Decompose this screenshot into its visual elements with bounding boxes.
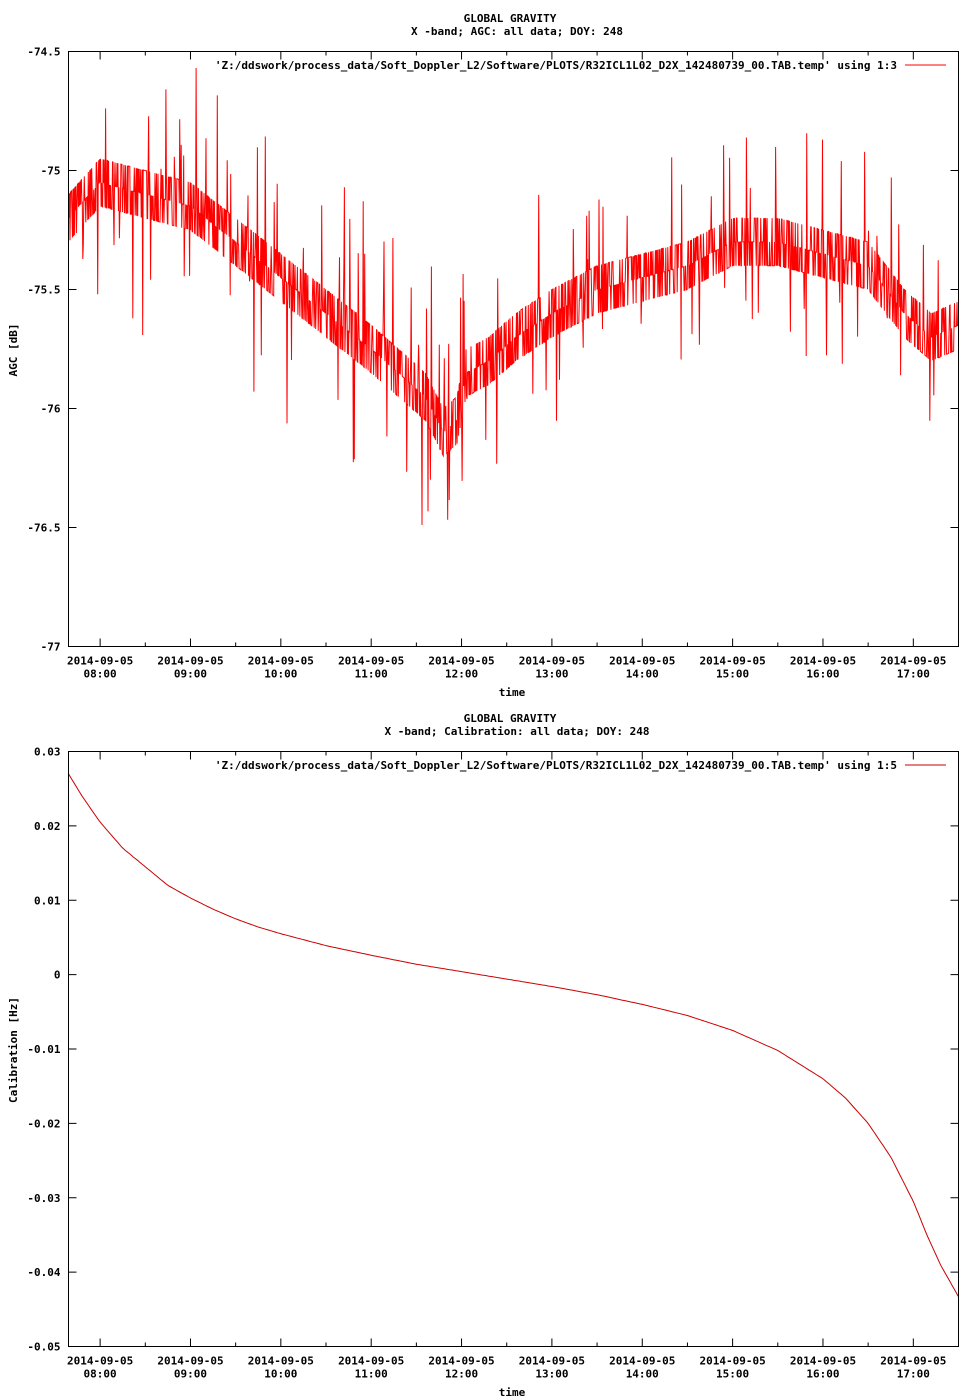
x-axis-label: time [499,1386,526,1399]
y-tick-label: 0.03 [34,746,61,759]
x-tick-label-date: 2014-09-05 [519,1355,585,1368]
x-tick-label-date: 2014-09-05 [428,655,494,668]
y-tick-label: 0 [54,969,61,982]
plot-frame [68,751,959,1347]
x-tick-label-time: 14:00 [626,668,659,681]
x-tick-label-time: 08:00 [84,668,117,681]
x-tick-label-time: 15:00 [716,1368,749,1381]
series-line [68,773,959,1297]
x-tick-label-date: 2014-09-05 [157,655,223,668]
y-tick-label: 0.01 [34,894,61,907]
chart-subtitle: X -band; Calibration: all data; DOY: 248 [385,725,650,738]
x-tick-label-date: 2014-09-05 [519,655,585,668]
x-tick-label-time: 09:00 [174,668,207,681]
legend-label: 'Z:/ddswork/process_data/Soft_Doppler_L2… [215,59,897,72]
x-tick-label-date: 2014-09-05 [157,1355,223,1368]
plot-area [68,67,959,526]
x-tick-label-date: 2014-09-05 [699,655,765,668]
x-tick-label-time: 12:00 [445,1368,478,1381]
y-tick-label: -0.04 [27,1266,60,1279]
x-tick-label-date: 2014-09-05 [880,655,946,668]
x-tick-label-time: 17:00 [897,668,930,681]
x-tick-label-date: 2014-09-05 [790,1355,856,1368]
x-tick-label-time: 13:00 [535,1368,568,1381]
y-axis-ticks: 0.03 0.02 0.01 0 -0.01 -0.02 -0.03 -0.04 -0.05 [27,746,959,1354]
x-tick-label-date: 2014-09-05 [248,1355,314,1368]
x-tick-label-date: 2014-09-05 [338,655,404,668]
x-tick-label-time: 08:00 [84,1368,117,1381]
series-line [68,67,959,526]
x-tick-label-time: 12:00 [445,668,478,681]
y-tick-label: -76.5 [27,522,60,535]
x-tick-label-date: 2014-09-05 [67,655,133,668]
y-axis-ticks: -74.5 -75 -75.5 -76 -76.5 -77 [27,46,959,654]
x-tick-label-date: 2014-09-05 [338,1355,404,1368]
x-tick-label-time: 11:00 [355,1368,388,1381]
x-tick-label-date: 2014-09-05 [790,655,856,668]
x-axis-ticks: 2014-09-0508:002014-09-0509:002014-09-05… [67,51,946,681]
plot-area [68,773,959,1297]
x-tick-label-time: 10:00 [264,668,297,681]
y-tick-label: -0.02 [27,1117,60,1130]
x-tick-label-date: 2014-09-05 [880,1355,946,1368]
x-tick-label-time: 10:00 [264,1368,297,1381]
chart-title: GLOBAL GRAVITY [464,712,557,725]
x-tick-label-time: 17:00 [897,1368,930,1381]
chart-subtitle: X -band; AGC: all data; DOY: 248 [411,25,623,38]
y-tick-label: -77 [41,641,61,654]
x-tick-label-date: 2014-09-05 [428,1355,494,1368]
x-axis-label: time [499,686,526,699]
y-tick-label: -74.5 [27,46,60,59]
x-axis-ticks: 2014-09-0508:002014-09-0509:002014-09-05… [67,751,946,1381]
y-tick-label: -0.03 [27,1192,60,1205]
chart-title: GLOBAL GRAVITY [464,12,557,25]
y-tick-label: -75.5 [27,284,60,297]
x-tick-label-time: 09:00 [174,1368,207,1381]
calibration-chart: GLOBAL GRAVITY X -band; Calibration: all… [7,712,959,1399]
y-tick-label: -0.05 [27,1341,60,1354]
x-tick-label-date: 2014-09-05 [609,1355,675,1368]
x-tick-label-time: 14:00 [626,1368,659,1381]
x-tick-label-time: 16:00 [806,668,839,681]
plot-frame [68,51,959,647]
x-tick-label-date: 2014-09-05 [67,1355,133,1368]
x-tick-label-date: 2014-09-05 [699,1355,765,1368]
x-tick-label-date: 2014-09-05 [609,655,675,668]
y-axis-label: Calibration [Hz] [7,997,20,1103]
y-tick-label: -75 [41,165,61,178]
x-tick-label-time: 13:00 [535,668,568,681]
y-tick-label: 0.02 [34,820,61,833]
legend-label: 'Z:/ddswork/process_data/Soft_Doppler_L2… [215,759,897,772]
x-tick-label-time: 16:00 [806,1368,839,1381]
agc-chart: GLOBAL GRAVITY X -band; AGC: all data; D… [7,12,959,699]
x-tick-label-date: 2014-09-05 [248,655,314,668]
x-tick-label-time: 15:00 [716,668,749,681]
y-tick-label: -0.01 [27,1043,60,1056]
y-tick-label: -76 [41,403,61,416]
x-tick-label-time: 11:00 [355,668,388,681]
y-axis-label: AGC [dB] [7,324,20,377]
